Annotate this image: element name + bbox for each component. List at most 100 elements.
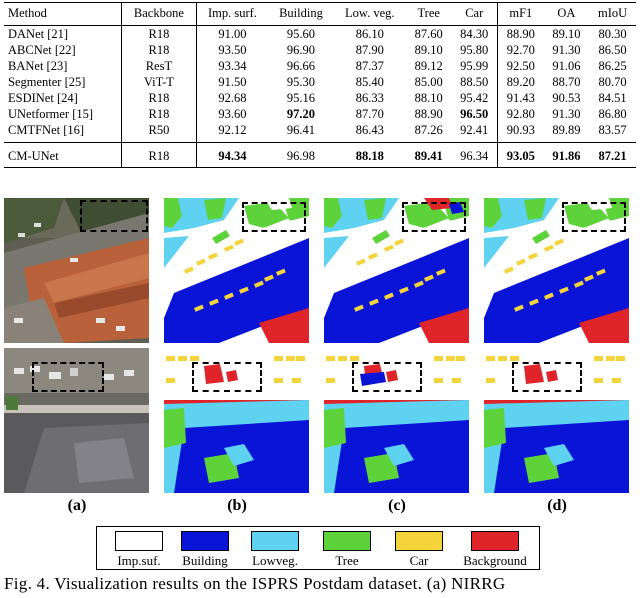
cell-value-text: 92.50 <box>506 58 535 73</box>
cell-value: 95.80 <box>451 42 499 58</box>
legend-item: Tree <box>311 531 383 569</box>
cell-value: 87.70 <box>334 106 406 122</box>
cell-value: 92.80 <box>498 106 544 122</box>
cell-value: 92.70 <box>498 42 544 58</box>
highlight-box <box>32 362 104 392</box>
cell-value-text: 91.30 <box>552 106 581 121</box>
results-table: Method Backbone Imp. surf. Building Low.… <box>4 2 636 168</box>
header-mf1: mF1 <box>497 2 544 26</box>
cell-backbone: ResT <box>121 58 197 74</box>
cell-method: CMTFNet [16] <box>4 122 123 143</box>
cell-value: 90.53 <box>544 90 589 106</box>
header-oa: OA <box>543 2 590 26</box>
cell-value: 96.66 <box>268 58 333 74</box>
cell-value-text: 93.60 <box>218 106 247 121</box>
cell-value-text: 87.60 <box>414 26 443 41</box>
cell-method: UNetformer [15] <box>4 106 123 122</box>
legend-swatch <box>395 531 443 551</box>
cell-value-text: 91.06 <box>552 58 581 73</box>
cell-value-text: 88.50 <box>460 74 489 89</box>
cell-value-text: 95.80 <box>460 42 489 57</box>
cell-value-text: 93.50 <box>218 42 247 57</box>
panel-label-d: (d) <box>547 497 567 514</box>
cell-value-text: 83.57 <box>598 122 627 137</box>
cell-value: 89.10 <box>544 26 589 43</box>
cell-value-text: 88.90 <box>506 26 535 41</box>
cell-value-text: 96.50 <box>460 106 489 121</box>
header-low-veg: Low. veg. <box>333 2 406 26</box>
cell-value: 89.89 <box>544 122 589 143</box>
cell-value-text: 84.30 <box>460 26 489 41</box>
table-header-row: Method Backbone Imp. surf. Building Low.… <box>4 2 636 26</box>
header-building: Building <box>268 2 334 26</box>
legend-label: Lowveg. <box>252 553 298 568</box>
cell-value: 87.37 <box>334 58 406 74</box>
cell-method: BANet [23] <box>4 58 123 74</box>
cell-backbone: R18 <box>121 90 197 106</box>
cell-value: 96.41 <box>268 122 333 143</box>
cell-value-text: 89.20 <box>506 74 535 89</box>
cell-value-text: 84.51 <box>598 90 627 105</box>
cell-value-text: 95.42 <box>460 90 489 105</box>
cell-value: 89.12 <box>406 58 451 74</box>
cell-method: CM-UNet <box>4 142 123 168</box>
cell-value: 88.18 <box>333 142 406 168</box>
cell-value: 96.34 <box>451 142 499 168</box>
cell-backbone: R18 <box>121 25 197 42</box>
cell-value: 84.30 <box>451 25 499 42</box>
cell-value-text: 95.99 <box>460 58 489 73</box>
cell-value: 91.43 <box>498 90 544 106</box>
cell-value: 93.60 <box>196 106 268 122</box>
cell-value-text: 92.68 <box>218 90 247 105</box>
cell-value-text: 96.41 <box>286 122 316 137</box>
cell-value: 86.50 <box>589 42 636 58</box>
cell-value-text: 90.93 <box>506 122 535 137</box>
cell-value-text: 88.18 <box>355 149 384 163</box>
cell-value: 92.50 <box>498 58 544 74</box>
cell-value: 87.90 <box>334 42 406 58</box>
panel-label-b: (b) <box>227 497 247 514</box>
table-row: UNetformer [15] R18 93.60 97.20 87.70 88.90 96… <box>4 106 636 122</box>
cell-value: 86.33 <box>334 90 406 106</box>
panel-b-bottom-segmentation <box>164 348 309 493</box>
legend-label: Car <box>409 553 429 568</box>
cell-value: 90.93 <box>498 122 544 143</box>
legend-swatch <box>115 531 163 551</box>
cell-backbone: R18 <box>121 106 197 122</box>
cell-backbone: R50 <box>121 122 197 143</box>
legend-label: Building <box>182 553 228 568</box>
panel-d-bottom-segmentation <box>484 348 629 493</box>
legend-item: Background <box>459 531 531 569</box>
cell-value-text: 91.50 <box>218 74 247 89</box>
header-imp-surf: Imp. surf. <box>196 2 269 26</box>
header-car: Car <box>451 2 499 26</box>
cell-method: DANet [21] <box>4 25 123 42</box>
cell-value: 88.10 <box>406 90 451 106</box>
cell-value: 91.30 <box>544 106 589 122</box>
cell-value: 80.30 <box>589 26 636 43</box>
header-backbone: Backbone <box>121 2 197 26</box>
cell-value: 87.26 <box>406 122 451 143</box>
cell-value: 91.30 <box>544 42 589 58</box>
cell-value-text: 94.34 <box>218 149 247 163</box>
cell-value: 86.43 <box>334 122 406 143</box>
panel-c-top-segmentation <box>324 198 469 343</box>
cell-method: ABCNet [22] <box>4 42 123 58</box>
cell-value-text: 91.86 <box>552 149 581 163</box>
header-miou: mIoU <box>589 2 636 26</box>
cell-value-text: 86.50 <box>598 42 627 57</box>
cell-value-text: 85.40 <box>355 74 384 89</box>
cell-value: 88.90 <box>406 106 451 122</box>
cell-value-text: 92.12 <box>218 122 247 137</box>
cell-value: 93.05 <box>497 142 544 168</box>
cell-value: 91.50 <box>196 74 268 90</box>
cell-value-text: 89.89 <box>552 122 581 137</box>
cell-value-text: 88.10 <box>414 90 443 105</box>
cell-value: 86.80 <box>589 106 636 122</box>
cell-value-text: 87.70 <box>355 106 384 121</box>
cell-value: 91.86 <box>543 142 590 168</box>
cell-value-text: 86.80 <box>598 106 627 121</box>
cell-value-text: 86.33 <box>355 90 384 105</box>
table-row: DANet [21] R18 91.00 95.60 86.10 87.60 84.30 88… <box>4 25 636 43</box>
legend-item: Imp.suf. <box>103 531 175 569</box>
